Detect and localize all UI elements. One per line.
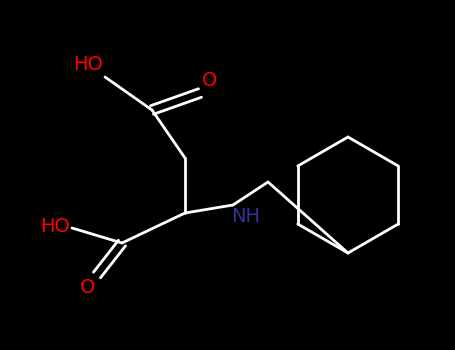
Text: HO: HO <box>73 55 103 74</box>
Text: HO: HO <box>40 217 70 236</box>
Text: NH: NH <box>231 207 260 226</box>
Text: O: O <box>80 278 95 297</box>
Text: O: O <box>202 71 217 90</box>
